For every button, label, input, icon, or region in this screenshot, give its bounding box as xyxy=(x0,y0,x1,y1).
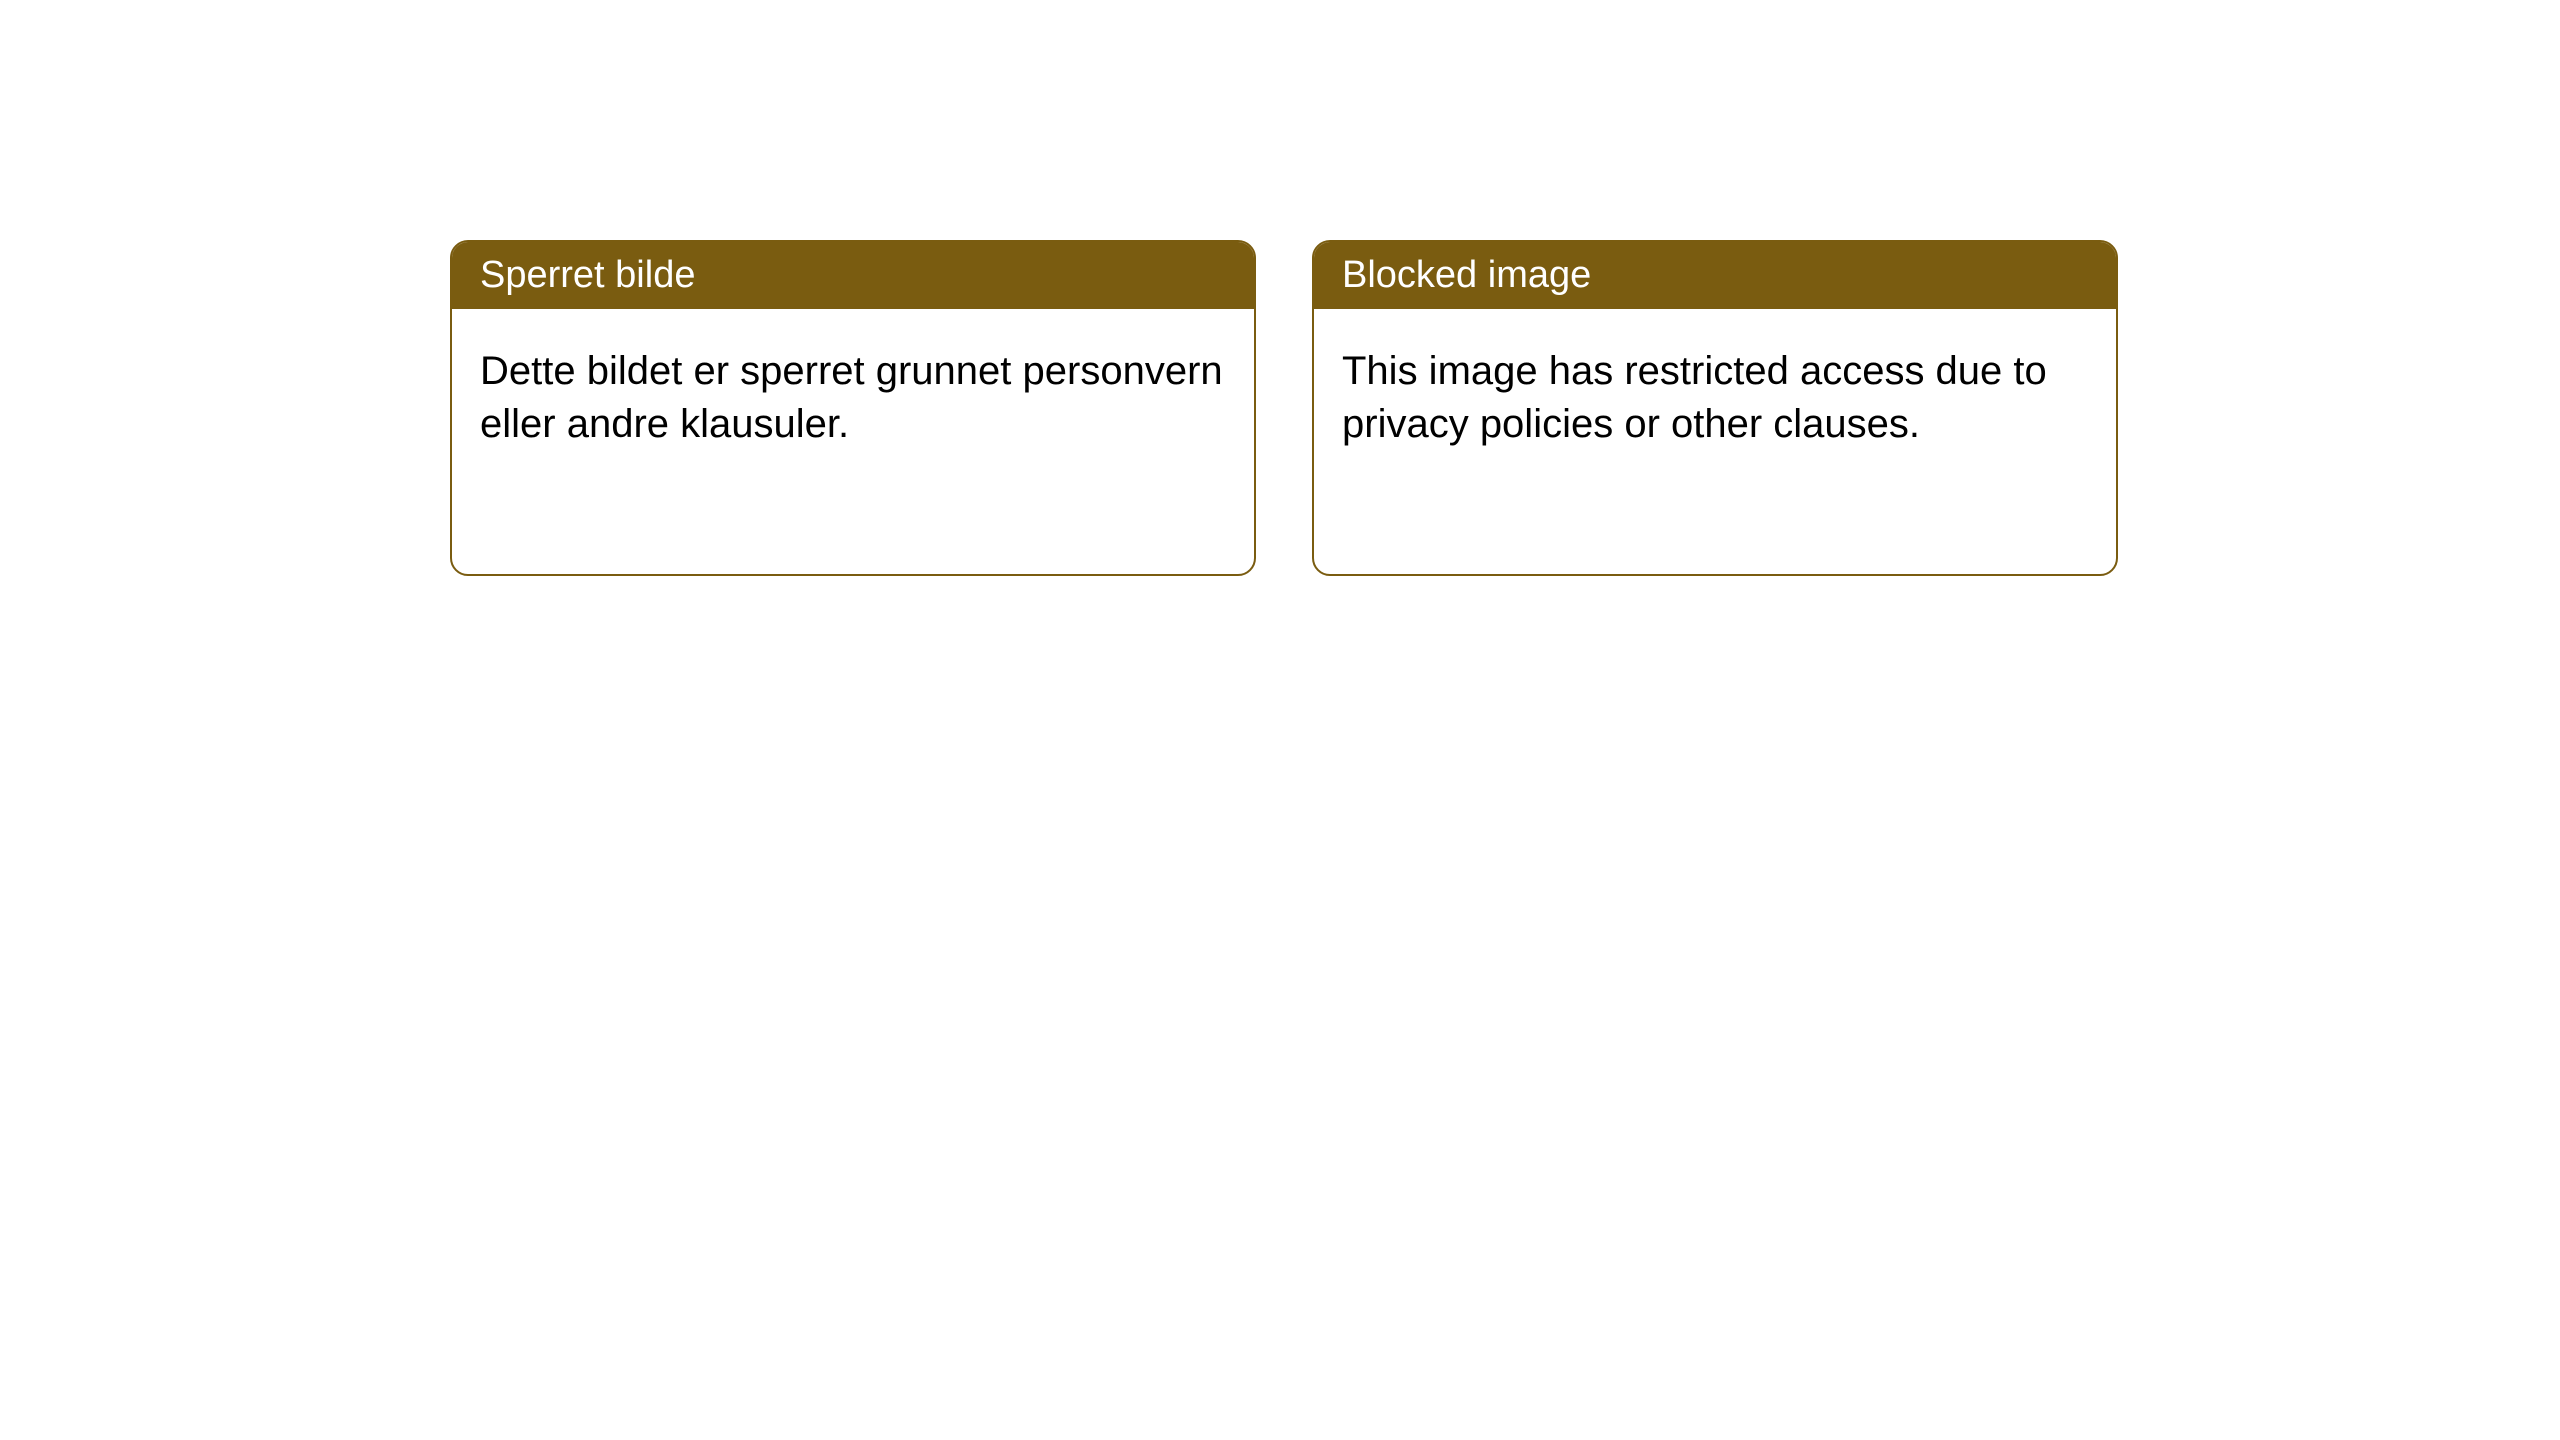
cards-container: Sperret bilde Dette bildet er sperret gr… xyxy=(0,0,2560,576)
card-text-en: This image has restricted access due to … xyxy=(1342,349,2047,446)
blocked-image-card-en: Blocked image This image has restricted … xyxy=(1312,240,2118,576)
card-body-no: Dette bildet er sperret grunnet personve… xyxy=(452,309,1254,487)
card-title-no: Sperret bilde xyxy=(480,254,695,296)
card-header-en: Blocked image xyxy=(1314,242,2116,309)
blocked-image-card-no: Sperret bilde Dette bildet er sperret gr… xyxy=(450,240,1256,576)
card-header-no: Sperret bilde xyxy=(452,242,1254,309)
card-title-en: Blocked image xyxy=(1342,254,1591,296)
card-text-no: Dette bildet er sperret grunnet personve… xyxy=(480,349,1223,446)
card-body-en: This image has restricted access due to … xyxy=(1314,309,2116,487)
